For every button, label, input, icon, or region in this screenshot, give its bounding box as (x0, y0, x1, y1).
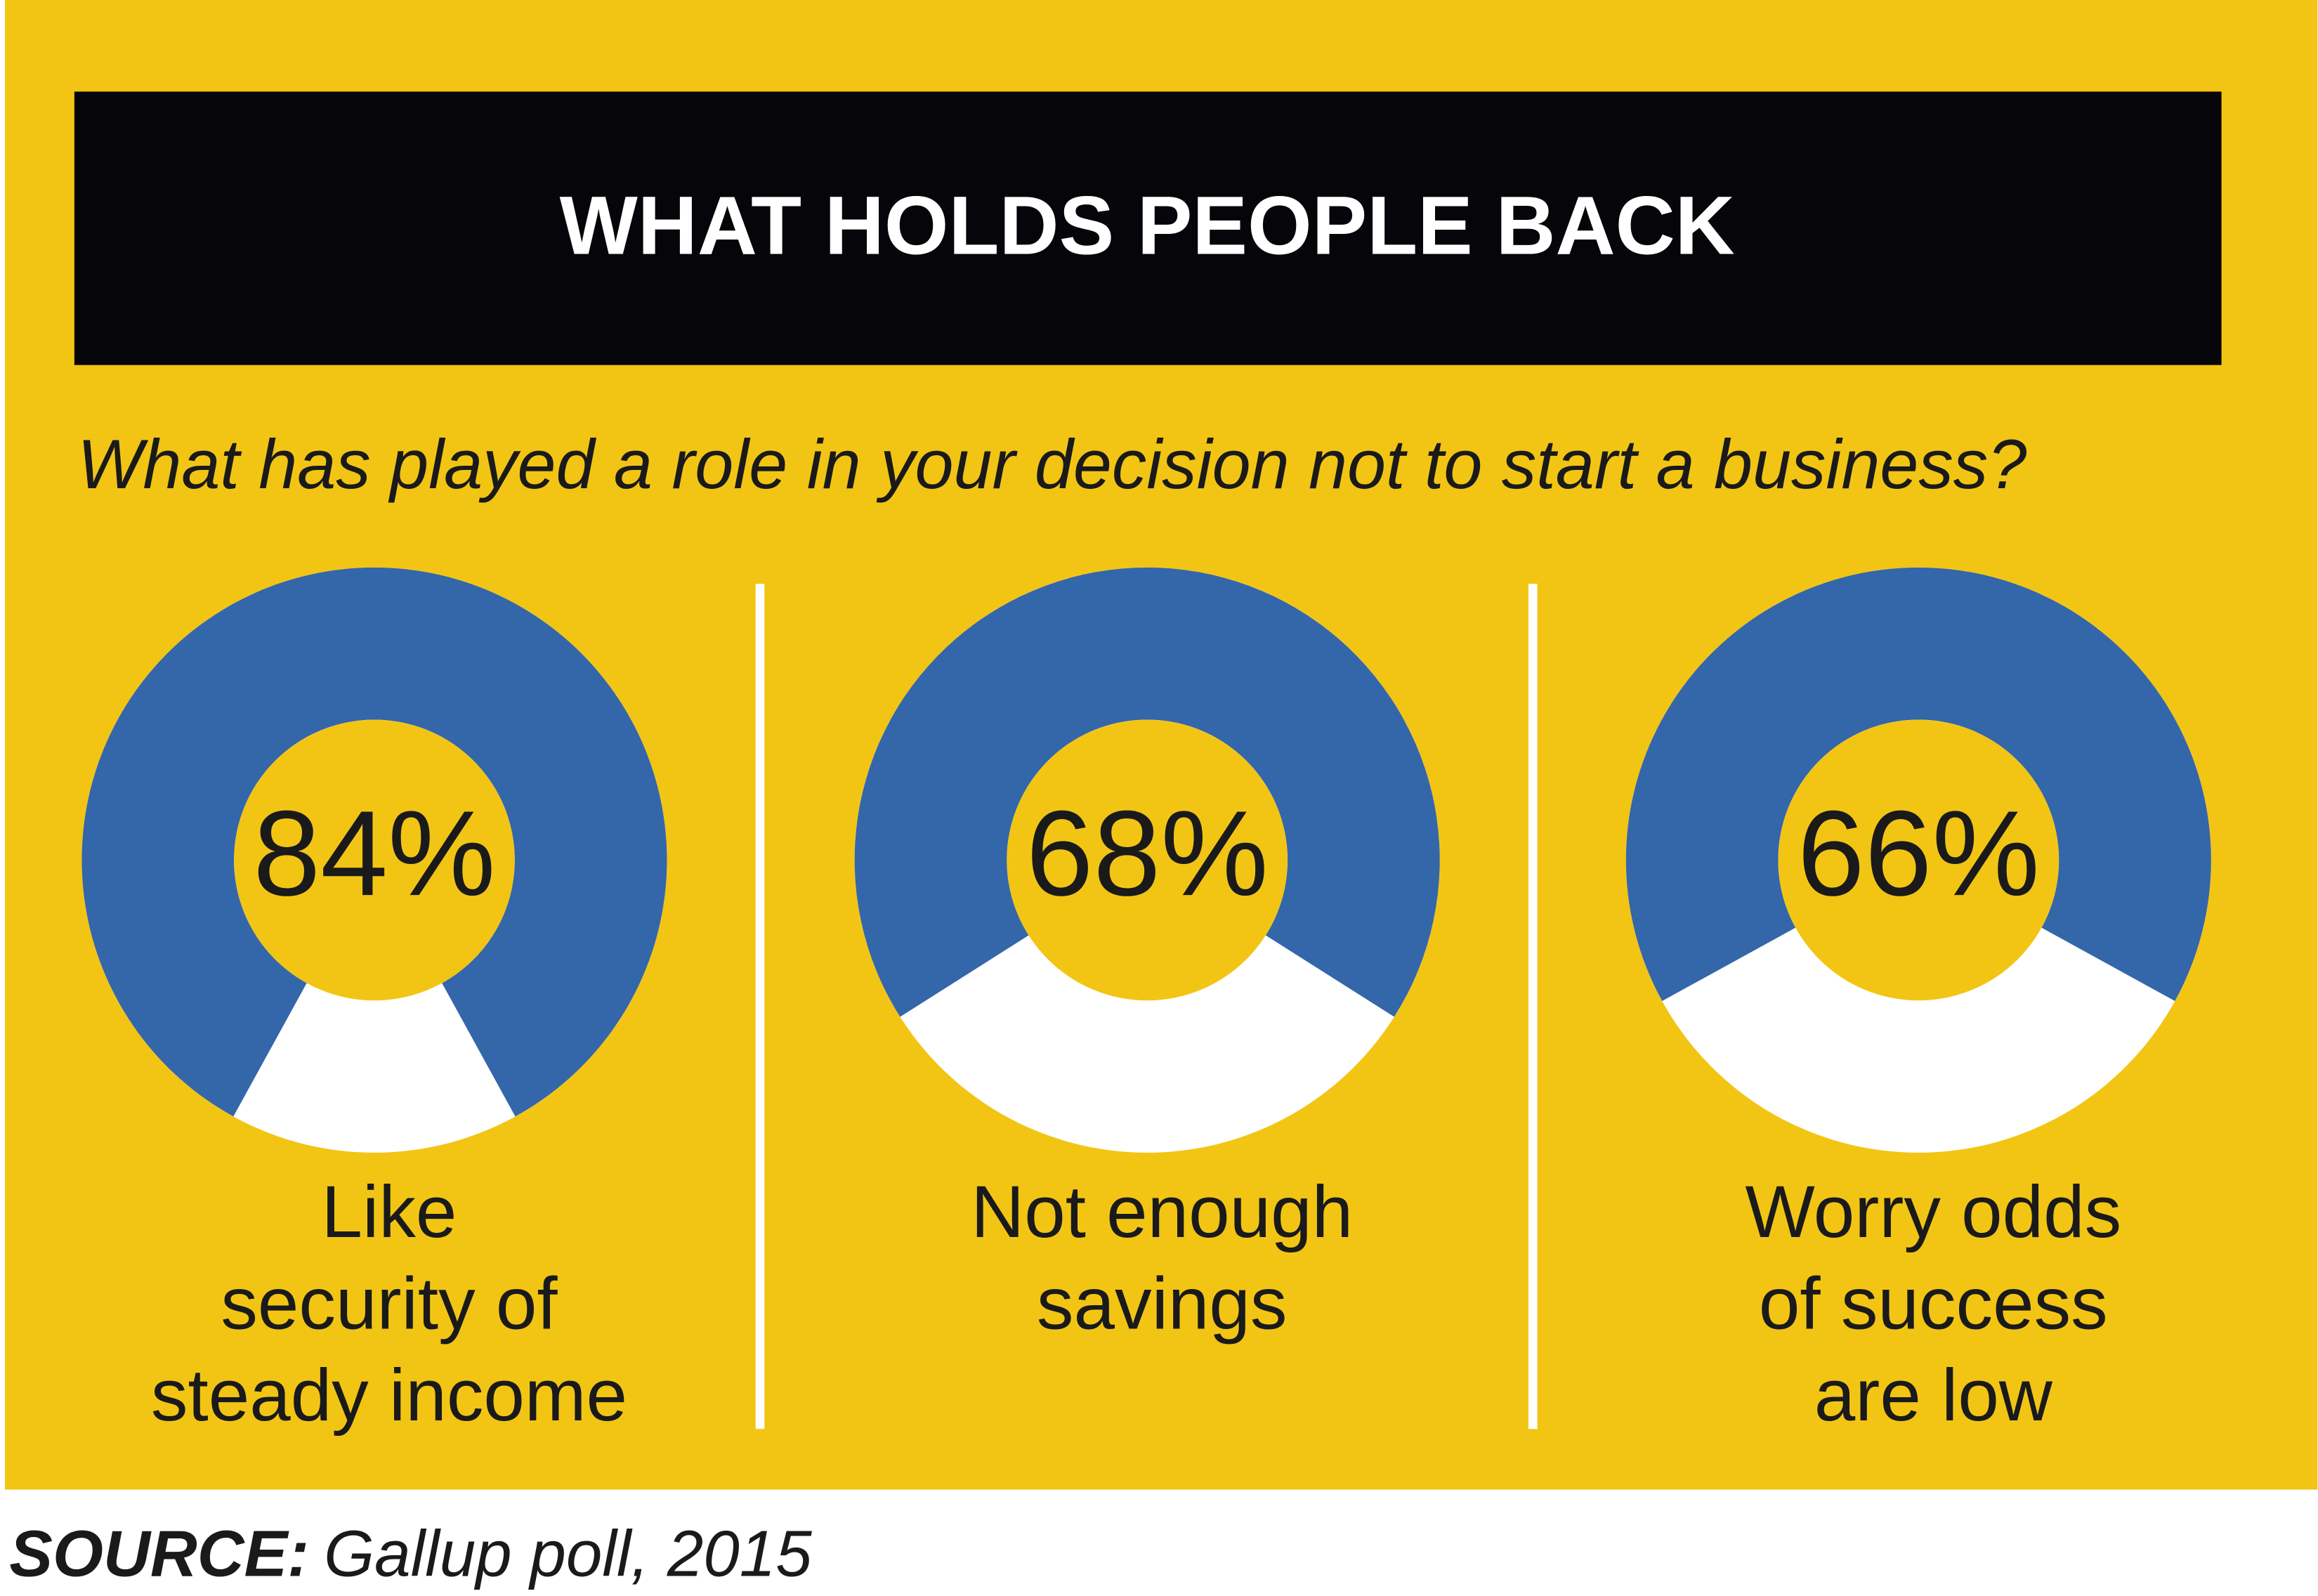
donut-hole (1778, 719, 2060, 1001)
category-label: savings (1037, 1263, 1288, 1345)
category-label: Like (322, 1171, 457, 1253)
source-text: Gallup poll, 2015 (324, 1517, 812, 1590)
value-label: 66% (1798, 785, 2040, 921)
category-label: Worry odds (1745, 1171, 2121, 1253)
subtitle: What has played a role in your decision … (77, 425, 2026, 503)
donut-segment (854, 567, 1440, 1017)
donut-hole (234, 719, 515, 1001)
category-label: steady income (151, 1354, 627, 1437)
category-label: Not enough (971, 1171, 1353, 1253)
category-label: security of (221, 1263, 558, 1345)
source-label: SOURCE: (9, 1517, 309, 1590)
value-label: 68% (1026, 785, 1269, 921)
donut-hole (1007, 719, 1288, 1001)
category-label: are low (1814, 1354, 2053, 1437)
donut-segment (1625, 567, 2211, 1002)
title-bar (74, 91, 2222, 365)
source: SOURCE: Gallup poll, 2015 (9, 1517, 812, 1590)
title: WHAT HOLDS PEOPLE BACK (560, 178, 1735, 271)
donut-segment (81, 567, 667, 1117)
value-label: 84% (253, 785, 495, 921)
category-label: of success (1759, 1263, 2108, 1345)
